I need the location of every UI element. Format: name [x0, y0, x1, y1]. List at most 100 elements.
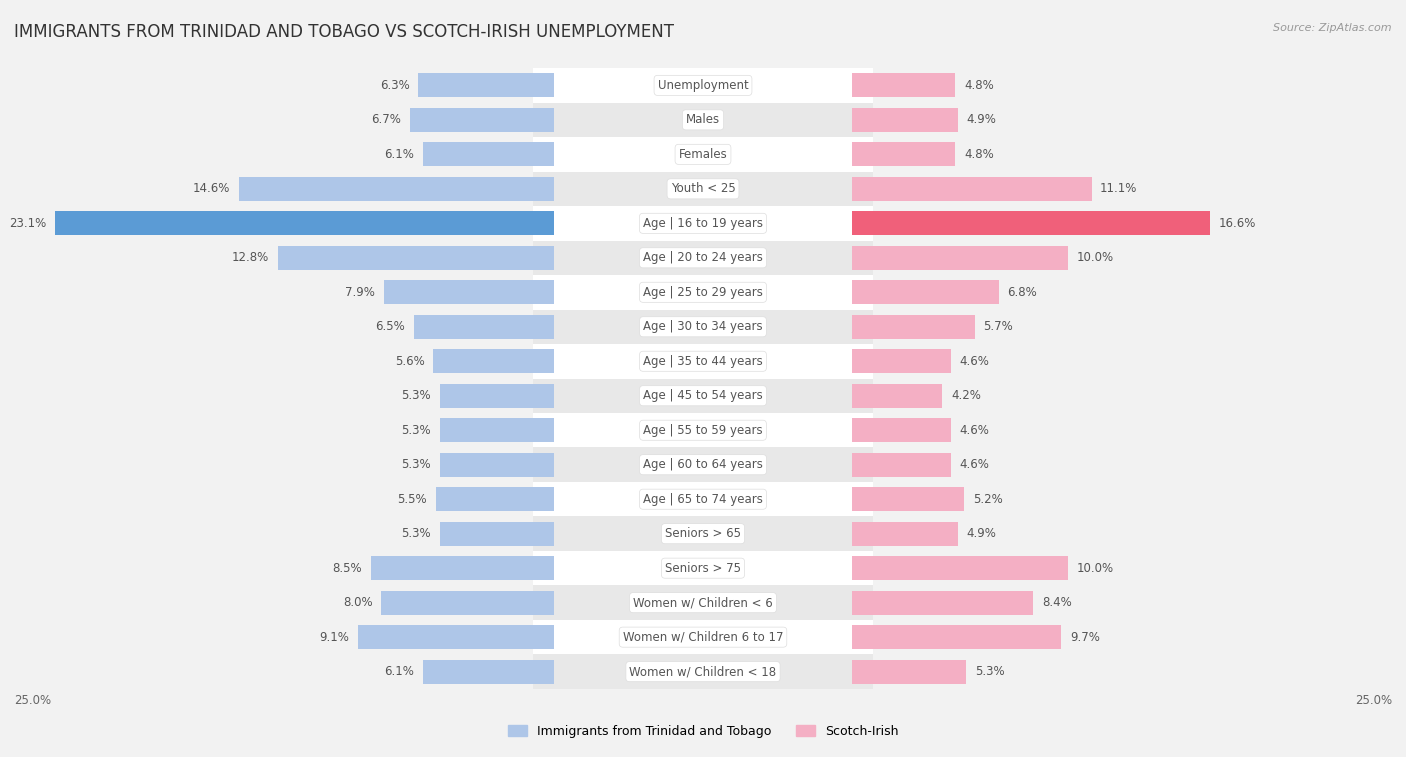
Text: 5.3%: 5.3%	[402, 424, 432, 437]
Bar	[440, 453, 554, 477]
Bar	[852, 378, 873, 413]
Bar	[533, 103, 554, 137]
Text: 7.9%: 7.9%	[344, 286, 375, 299]
Text: 10.0%: 10.0%	[1077, 251, 1114, 264]
Text: 4.8%: 4.8%	[965, 148, 994, 160]
Text: 4.9%: 4.9%	[966, 114, 995, 126]
Bar	[554, 172, 852, 206]
Text: Age | 20 to 24 years: Age | 20 to 24 years	[643, 251, 763, 264]
Text: 5.7%: 5.7%	[983, 320, 1014, 333]
Bar	[533, 654, 554, 689]
Bar	[440, 418, 554, 442]
Text: Age | 30 to 34 years: Age | 30 to 34 years	[643, 320, 763, 333]
Text: Women w/ Children < 18: Women w/ Children < 18	[630, 665, 776, 678]
Bar	[533, 447, 554, 482]
Bar	[852, 556, 1067, 581]
Bar	[554, 378, 852, 413]
Bar	[533, 516, 554, 551]
Bar	[852, 107, 957, 132]
Bar	[852, 206, 873, 241]
Text: 8.4%: 8.4%	[1042, 597, 1071, 609]
Text: 14.6%: 14.6%	[193, 182, 231, 195]
Bar	[533, 68, 554, 103]
Text: 25.0%: 25.0%	[14, 694, 51, 707]
Bar	[554, 620, 852, 654]
Text: Youth < 25: Youth < 25	[671, 182, 735, 195]
Text: 16.6%: 16.6%	[1219, 217, 1257, 230]
Text: Females: Females	[679, 148, 727, 160]
Bar	[852, 482, 873, 516]
Bar	[852, 413, 873, 447]
Bar	[381, 590, 554, 615]
Bar	[852, 241, 873, 275]
Bar	[554, 482, 852, 516]
Bar	[440, 384, 554, 408]
Text: 5.2%: 5.2%	[973, 493, 1002, 506]
Bar	[533, 310, 554, 344]
Bar	[433, 349, 554, 373]
Text: 4.2%: 4.2%	[950, 389, 981, 402]
Bar	[852, 625, 1062, 650]
Bar	[852, 654, 873, 689]
Bar	[423, 142, 554, 167]
Text: 23.1%: 23.1%	[10, 217, 46, 230]
Bar	[371, 556, 554, 581]
Text: 11.1%: 11.1%	[1099, 182, 1137, 195]
Bar	[533, 378, 554, 413]
Bar	[357, 625, 554, 650]
Bar	[852, 310, 873, 344]
Text: Age | 45 to 54 years: Age | 45 to 54 years	[643, 389, 763, 402]
Text: IMMIGRANTS FROM TRINIDAD AND TOBAGO VS SCOTCH-IRISH UNEMPLOYMENT: IMMIGRANTS FROM TRINIDAD AND TOBAGO VS S…	[14, 23, 673, 41]
Bar	[409, 107, 554, 132]
Bar	[554, 68, 852, 103]
Bar	[533, 482, 554, 516]
Text: 8.0%: 8.0%	[343, 597, 373, 609]
Text: Age | 55 to 59 years: Age | 55 to 59 years	[643, 424, 763, 437]
Bar	[852, 418, 950, 442]
Bar	[852, 315, 974, 339]
Bar	[533, 344, 554, 378]
Bar	[852, 453, 950, 477]
Bar	[852, 73, 955, 98]
Text: Age | 25 to 29 years: Age | 25 to 29 years	[643, 286, 763, 299]
Bar	[533, 172, 554, 206]
Bar	[852, 137, 873, 172]
Bar	[554, 585, 852, 620]
Bar	[533, 241, 554, 275]
Bar	[852, 349, 950, 373]
Bar	[423, 659, 554, 684]
Text: 5.3%: 5.3%	[974, 665, 1004, 678]
Bar	[554, 206, 852, 241]
Text: 6.1%: 6.1%	[384, 665, 413, 678]
Bar	[533, 620, 554, 654]
Bar	[852, 659, 966, 684]
Text: 10.0%: 10.0%	[1077, 562, 1114, 575]
Text: 9.7%: 9.7%	[1070, 631, 1099, 643]
Bar	[852, 522, 957, 546]
Bar	[852, 172, 873, 206]
Text: 5.3%: 5.3%	[402, 527, 432, 540]
Text: Age | 16 to 19 years: Age | 16 to 19 years	[643, 217, 763, 230]
Bar	[852, 68, 873, 103]
Bar	[852, 103, 873, 137]
Text: 5.6%: 5.6%	[395, 355, 425, 368]
Bar	[852, 280, 998, 304]
Text: 8.5%: 8.5%	[332, 562, 361, 575]
Bar	[554, 654, 852, 689]
Text: 6.5%: 6.5%	[375, 320, 405, 333]
Legend: Immigrants from Trinidad and Tobago, Scotch-Irish: Immigrants from Trinidad and Tobago, Sco…	[503, 720, 903, 743]
Bar	[852, 211, 1211, 235]
Text: 12.8%: 12.8%	[232, 251, 269, 264]
Bar	[852, 551, 873, 585]
Text: 4.6%: 4.6%	[960, 458, 990, 471]
Bar	[554, 516, 852, 551]
Bar	[440, 522, 554, 546]
Bar	[852, 488, 965, 511]
Bar	[852, 142, 955, 167]
Bar	[852, 246, 1067, 270]
Text: 6.7%: 6.7%	[371, 114, 401, 126]
Text: 25.0%: 25.0%	[1355, 694, 1392, 707]
Bar	[418, 73, 554, 98]
Text: Age | 35 to 44 years: Age | 35 to 44 years	[643, 355, 763, 368]
Bar	[554, 241, 852, 275]
